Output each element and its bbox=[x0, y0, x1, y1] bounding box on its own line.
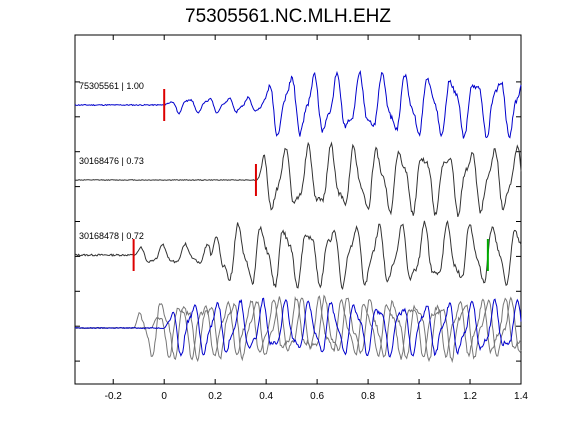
overlay-grey-trace bbox=[74, 294, 522, 364]
x-tick-label: 0.6 bbox=[310, 391, 324, 402]
x-tick-label: 0.2 bbox=[208, 391, 222, 402]
chart-title: 75305561.NC.MLH.EHZ bbox=[185, 6, 391, 27]
trace-label: 30168478 | 0.72 bbox=[79, 231, 144, 241]
x-tick-label: -0.2 bbox=[105, 391, 123, 402]
x-tick-label: 0.4 bbox=[259, 391, 273, 402]
overlay-group bbox=[74, 294, 522, 364]
overlay-blue-trace bbox=[74, 297, 522, 358]
x-tick-label: 1 bbox=[416, 391, 422, 402]
axis-ticks: -0.2 0 0.2 0.4 0.6 0.8 1 1.2 1.4 bbox=[75, 35, 528, 402]
x-tick-label: 0.8 bbox=[361, 391, 375, 402]
trace-label: 30168476 | 0.73 bbox=[79, 156, 144, 166]
seismic-trace: 75305561 | 1.00 bbox=[74, 70, 522, 139]
trace-group: 75305561 | 1.00 30168476 | 0.73 30168478 |… bbox=[74, 70, 522, 291]
trace-waveform bbox=[74, 220, 522, 291]
seismic-trace: 30168478 | 0.72 bbox=[74, 220, 522, 291]
x-tick-label: 0 bbox=[161, 391, 167, 402]
x-tick-label: 1.2 bbox=[463, 391, 477, 402]
trace-waveform bbox=[74, 70, 522, 139]
seismic-trace: 30168476 | 0.73 bbox=[74, 141, 522, 217]
trace-waveform bbox=[74, 141, 522, 217]
trace-label: 75305561 | 1.00 bbox=[79, 81, 144, 91]
x-tick-label: 1.4 bbox=[514, 391, 528, 402]
